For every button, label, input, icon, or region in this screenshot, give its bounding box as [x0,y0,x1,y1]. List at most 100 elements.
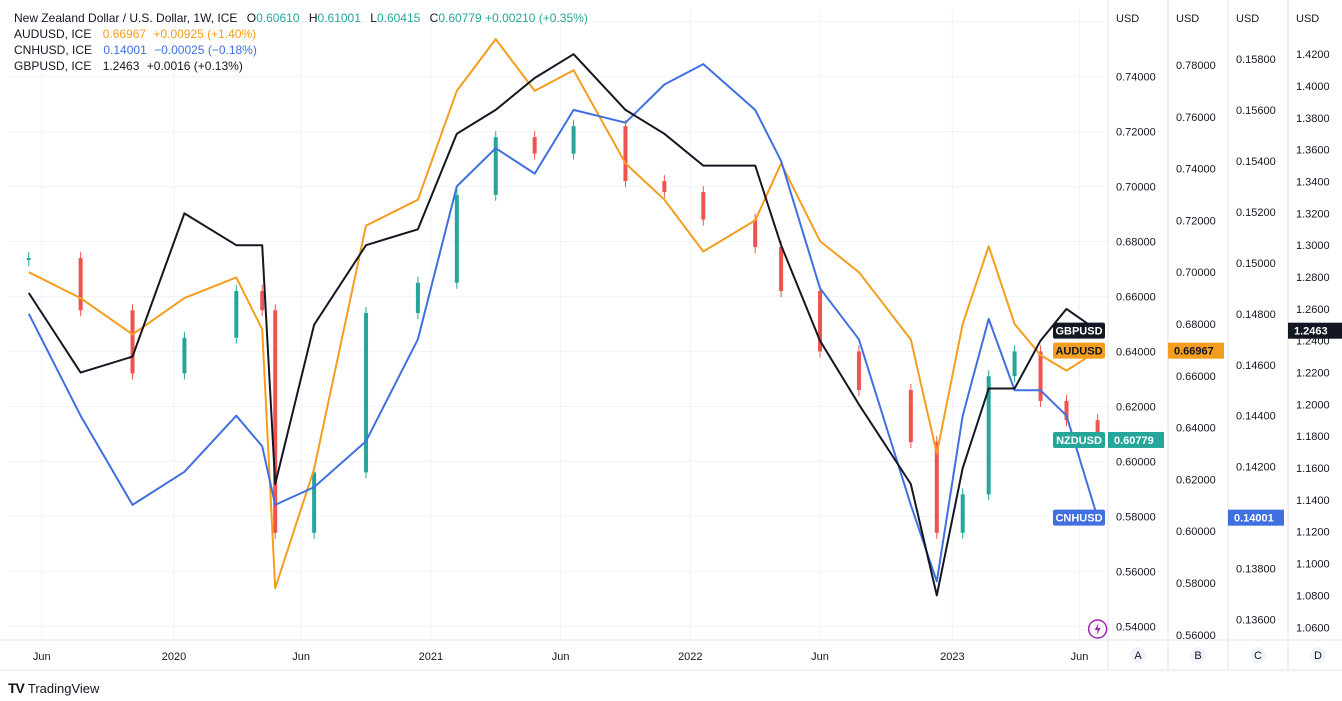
price-scale-tick-label: 0.70000 [1116,182,1156,194]
price-scale-tick-label: 0.64000 [1116,346,1156,358]
last-value-audusd: AUDUSD 0.66967 [1053,342,1224,359]
series-line-cnhusd [27,63,1099,583]
change-value: +0.00210 (+0.35%) [485,11,588,25]
series-name-pill [1053,322,1105,339]
price-scale-tick-label: 1.2200 [1296,368,1330,380]
candle-body [182,337,187,374]
price-scale-tick-label: 1.2600 [1296,304,1330,316]
lightning-bolt-icon [1094,623,1101,635]
candle-body [1095,420,1100,440]
candle-body [1064,400,1069,421]
legend-main-symbol[interactable]: New Zealand Dollar / U.S. Dollar, 1W, IC… [14,11,588,25]
price-scale-unit-label: USD [1116,13,1139,25]
price-scale-tick-label: 1.3400 [1296,177,1330,189]
price-scale-tick-label: 1.2400 [1296,336,1330,348]
candle-body [662,181,667,193]
price-scale-tick-label: 0.68000 [1176,319,1216,331]
price-scale-tick-label: 0.70000 [1176,267,1216,279]
series-name-label: CNHUSD [1055,513,1102,525]
price-scale-tick-label: 0.54000 [1116,621,1156,633]
compare-value: 0.14001 [103,43,147,57]
price-scale-tick-label: 0.14200 [1236,462,1276,474]
scale-letter-label: A [1134,650,1142,662]
price-scale-value-pill [1228,509,1284,526]
price-scale-tick-label: 1.0600 [1296,622,1330,634]
candle-body [1038,351,1043,401]
price-scale-value-label: 0.60779 [1114,435,1154,447]
time-axis-label: Jun [552,651,570,663]
legend-compare-cnhusd[interactable]: CNHUSD, ICE 0.14001 −0.00025 (−0.18%) [14,42,588,58]
time-axis-label: 2020 [162,651,186,663]
price-scale-tick-label: 0.74000 [1176,164,1216,176]
price-scale-tick-label: 0.13600 [1236,615,1276,627]
series-name-label: AUDUSD [1055,346,1102,358]
price-scale-tick-label: 1.1600 [1296,463,1330,475]
price-scale-value-pill [1168,342,1224,359]
candle-body [493,137,498,195]
candle-body [234,291,239,338]
price-scale-unit-label: USD [1176,13,1199,25]
time-axis-label: 2023 [940,651,964,663]
candle-body [856,351,861,390]
scale-letter-label: B [1194,650,1201,662]
price-scale-tick-label: 0.15400 [1236,156,1276,168]
price-scale-tick-label: 0.66000 [1176,371,1216,383]
price-scale-unit-label: USD [1236,13,1259,25]
price-scale-tick-label: 0.15200 [1236,207,1276,219]
price-scale-unit-label: USD [1296,13,1319,25]
candle-body [701,192,706,220]
price-scale-tick-label: 0.60000 [1176,526,1216,538]
price-scale-tick-label: 1.3200 [1296,208,1330,220]
high-value: 0.61001 [317,11,361,25]
compare-name: GBPUSD, ICE [14,59,92,73]
price-scale-tick-label: 0.56000 [1176,630,1216,642]
price-scale-value-label: 0.66967 [1174,346,1214,358]
candle-body [818,291,823,352]
compare-name: AUDUSD, ICE [14,27,92,41]
price-scale-tick-label: 0.76000 [1176,112,1216,124]
candle-body [960,494,965,533]
price-scale-tick-label: 0.14400 [1236,411,1276,423]
series-gbpusd [27,53,1099,597]
price-scale-tick-label: 1.2800 [1296,272,1330,284]
price-scale-tick-label: 0.64000 [1176,423,1216,435]
last-value-nzdusd: NZDUSD 0.60779 [1053,431,1164,448]
price-scale-tick-label: 0.14600 [1236,360,1276,372]
series-cnhusd [27,63,1099,583]
candle-body [779,247,784,292]
time-axis-label: Jun [33,651,51,663]
candle-body [312,472,317,533]
price-scale-tick-label: 0.56000 [1116,566,1156,578]
candle-body [260,291,265,311]
legend-compare-audusd[interactable]: AUDUSD, ICE 0.66967 +0.00925 (+1.40%) [14,26,588,42]
series-line-audusd [28,38,1099,590]
scale-letter-badge [1310,647,1326,663]
price-scale-tick-label: 1.4200 [1296,49,1330,61]
price-scale-tick-label: 0.58000 [1116,511,1156,523]
price-scale-value-label: 0.14001 [1234,513,1274,525]
price-scale-tick-label: 1.0800 [1296,590,1330,602]
price-scale-tick-label: 0.15800 [1236,54,1276,66]
low-value: 0.60415 [376,11,421,25]
price-scale-tick-label: 0.60000 [1116,456,1156,468]
open-value: 0.60610 [256,11,300,25]
price-scale-tick-label: 0.15000 [1236,258,1276,270]
compare-change: +0.0016 (+0.13%) [146,59,243,73]
price-scale-tick-label: 0.62000 [1116,401,1156,413]
price-scale-tick-label: 0.72000 [1176,215,1216,227]
candle-body [78,258,83,311]
price-scale-tick-label: 1.1800 [1296,431,1330,443]
legend-compare-gbpusd[interactable]: GBPUSD, ICE 1.2463 +0.0016 (+0.13%) [14,58,588,74]
price-scale-value-pill [1288,322,1342,339]
tradingview-footer[interactable]: TV TradingView [8,680,99,696]
last-value-gbpusd: GBPUSD 1.2463 [1053,322,1342,339]
chart-legend: New Zealand Dollar / U.S. Dollar, 1W, IC… [14,10,588,74]
price-scale-value-pill [1108,431,1164,448]
series-name-label: NZDUSD [1056,435,1102,447]
close-value: 0.60779 [438,11,482,25]
price-scale-tick-label: 1.3000 [1296,240,1330,252]
scale-letter-label: D [1314,650,1322,662]
tradingview-brand: TradingView [27,680,100,696]
tradingview-logo-icon: TV [8,680,25,696]
